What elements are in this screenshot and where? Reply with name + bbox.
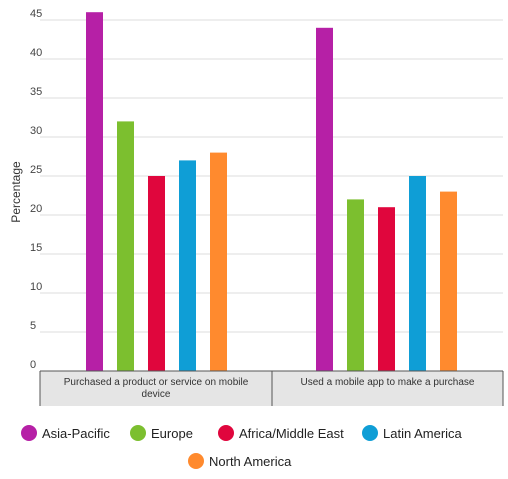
category-label: Used a mobile app to make a purchase [301,377,475,388]
category-label-line: Purchased a product or service on mobile [64,377,249,388]
bar-africa-middle-east [148,176,165,371]
bar-latin-america [179,160,196,371]
legend-label: North America [209,454,292,469]
bar-europe [347,199,364,371]
bars [86,12,457,372]
bar-north-america [210,152,227,371]
legend-swatch [218,425,234,441]
category-label-line: device [142,389,171,400]
y-tick-label: 25 [30,164,42,176]
category-label-line: Used a mobile app to make a purchase [301,377,475,388]
legend-label: Africa/Middle East [239,426,344,441]
y-tick-label: 10 [30,281,42,293]
legend: Asia-Pacific Europe Africa/Middle East Lati… [21,425,463,469]
legend-label: Asia-Pacific [42,426,110,441]
y-tick-label: 35 [30,86,42,98]
category-label: Purchased a product or service on mobile… [64,377,249,400]
y-tick-label: 45 [30,8,42,20]
y-tick-label: 40 [30,47,42,59]
bar-north-america [440,191,457,371]
y-tick-label: 0 [30,359,36,371]
legend-swatch [130,425,146,441]
bar-africa-middle-east [378,207,395,371]
legend-swatch [188,453,204,469]
y-axis-label: Percentage [9,161,23,223]
legend-swatch [21,425,37,441]
legend-label: Europe [151,426,193,441]
y-tick-label: 5 [30,320,36,332]
bar-latin-america [409,176,426,371]
y-tick-label: 15 [30,242,42,254]
y-tick-label: 20 [30,203,42,215]
legend-swatch [362,425,378,441]
bar-europe [117,121,134,372]
bar-asia-pacific [86,12,103,371]
y-tick-label: 30 [30,125,42,137]
bar-asia-pacific [316,27,333,372]
axes: Purchased a product or service on mobile… [39,370,504,406]
legend-label: Latin America [383,426,463,441]
